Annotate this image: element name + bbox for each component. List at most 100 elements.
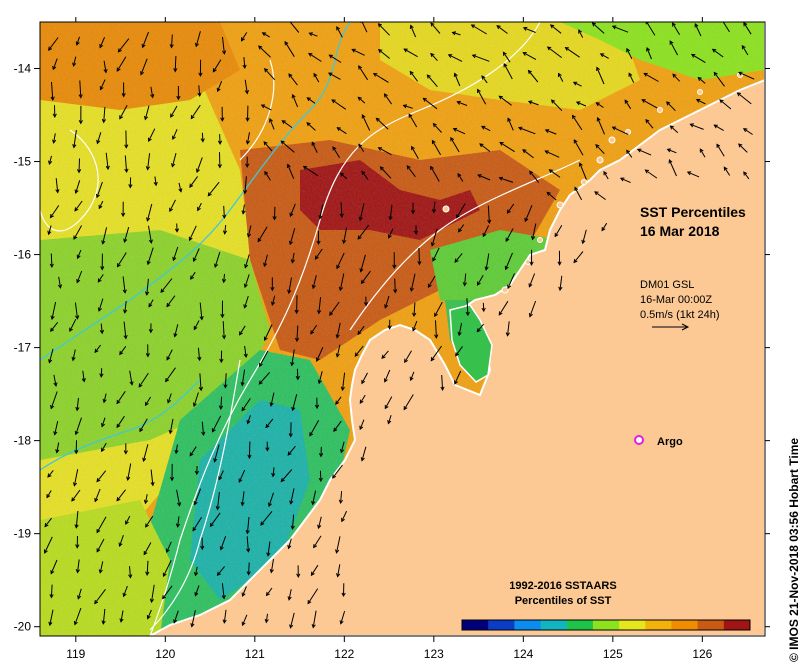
current-vector-head [141,43,146,49]
current-vector-head [578,29,582,34]
current-vector-head [624,99,629,104]
colorbar-tick-label: 40 [571,635,583,647]
current-vector-head [245,163,250,168]
current-vector [244,176,247,194]
current-vector-head [307,599,312,605]
current-vector-head [190,275,195,280]
current-vector-head [146,217,151,222]
current-vector [603,171,609,180]
current-vector-head [558,286,563,292]
current-vector-head [554,232,559,238]
current-vector [50,584,53,598]
current-vector-head [222,214,227,220]
current-vector [358,144,365,152]
current-vector-head [426,74,431,79]
current-vector-head [465,311,470,317]
current-vector [336,26,343,38]
current-vector [73,469,79,486]
current-vector [303,165,319,177]
current-vector-head [314,255,319,260]
current-vector [171,34,173,48]
x-axis: 119 120 121 122 123 124 125 126 [66,17,713,661]
king-sound [449,304,493,383]
current-vector-head [170,113,174,118]
current-vector [524,205,533,222]
current-vector [573,81,582,87]
current-vector-head [544,129,550,134]
current-vector-head [266,552,271,557]
current-vector [554,225,563,237]
current-vector-head [188,236,193,242]
current-vector [259,350,269,367]
current-vector-head [220,313,225,319]
current-vector-head [123,238,128,244]
current-vector [310,564,319,576]
current-vector [77,588,82,599]
current-vector-head [431,139,436,145]
current-vector [723,166,731,176]
current-vector-head [101,447,105,453]
current-vector [318,516,322,529]
current-vector-head [291,406,296,412]
current-vector-head [317,379,322,385]
current-vector [166,541,172,553]
current-vector [270,392,275,406]
current-vector [450,137,460,153]
current-vector-head [453,72,458,77]
current-vector-head [546,191,551,196]
current-vector-head [98,204,103,210]
credit-text: © IMOS 21-Nov-2018 03:56 Hobart Time [787,438,801,662]
current-vector [496,25,508,34]
current-vector-head [716,143,721,148]
current-vector [261,104,272,111]
current-vector [404,350,412,363]
current-vector [507,273,515,289]
current-vector [737,92,752,105]
current-vector [148,299,154,307]
current-vector [96,470,107,482]
current-vector [280,469,293,482]
current-vector [626,150,633,158]
current-vector [361,372,368,384]
current-vector [406,165,416,178]
current-vector-head [148,328,154,334]
current-vector [241,32,248,41]
current-vector-head [240,381,245,387]
current-vector-head [270,286,275,292]
current-vector [311,142,318,153]
current-vector-head [212,68,217,73]
current-vector [507,321,510,336]
current-vector-head [194,592,199,597]
current-vector [287,445,296,456]
current-vector [403,48,418,58]
current-vector [697,77,706,84]
current-vector [193,392,199,407]
current-vector-head [686,171,692,176]
current-vector [173,610,179,623]
current-vector-head [507,117,512,122]
current-vector [124,155,128,173]
current-vector [738,143,748,153]
current-vector [190,271,196,280]
current-vector [246,132,250,144]
current-vector-head [76,278,81,284]
current-vector-head [711,48,717,53]
current-vector-head [197,356,202,362]
current-vector [522,149,534,159]
argo-float-marker[interactable] [634,435,644,445]
current-vector [212,59,222,72]
current-vector [47,470,54,478]
current-vector [116,391,126,404]
current-vector [242,204,245,214]
current-vector [244,254,250,268]
current-vector [150,469,154,486]
current-vector [456,203,466,219]
current-vector [646,47,652,60]
current-vector [523,52,537,61]
current-vector-head [129,381,134,386]
current-vector [244,79,248,94]
current-vector [410,371,415,381]
current-vector [145,515,154,528]
current-vector [669,40,679,56]
current-vector-head [123,450,128,455]
